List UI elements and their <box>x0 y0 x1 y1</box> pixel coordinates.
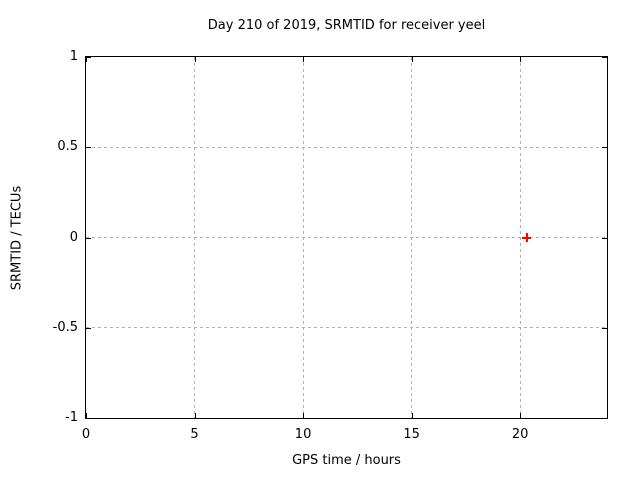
y-tick-left <box>86 237 91 239</box>
x-tick-bottom <box>520 413 522 418</box>
data-point-marker-v <box>525 233 528 242</box>
x-tick-label: 10 <box>294 427 312 442</box>
x-tick-bottom <box>411 413 413 418</box>
gridline-y-0 <box>86 237 607 238</box>
gridline-y-0.5 <box>86 146 607 148</box>
y-tick-right <box>602 327 607 329</box>
x-tick-top <box>520 57 522 62</box>
y-tick-label: -1 <box>65 410 78 425</box>
y-tick-left <box>86 147 91 149</box>
x-tick-top <box>194 57 196 62</box>
y-tick-right <box>602 147 607 149</box>
x-tick-bottom <box>303 413 305 418</box>
x-tick-bottom <box>86 413 87 418</box>
x-tick-label: 15 <box>403 427 420 442</box>
x-tick-top <box>303 57 305 62</box>
x-tick-top <box>411 57 413 62</box>
y-tick-right <box>602 418 607 419</box>
chart-title: Day 210 of 2019, SRMTID for receiver yee… <box>207 18 486 33</box>
x-tick-label: 5 <box>190 427 199 442</box>
x-tick-label: 20 <box>511 427 529 442</box>
y-tick-left <box>86 327 91 329</box>
x-axis-label: GPS time / hours <box>292 453 401 468</box>
gridline-y--0.5 <box>86 327 607 329</box>
plot-area <box>85 56 608 419</box>
y-tick-right <box>602 237 607 239</box>
y-tick-label: 1 <box>69 49 78 64</box>
y-tick-label: 0 <box>69 229 78 245</box>
y-tick-label: 0.5 <box>57 139 78 155</box>
x-tick-bottom <box>194 413 196 418</box>
y-tick-left <box>86 57 91 58</box>
x-tick-top <box>86 57 87 62</box>
y-tick-left <box>86 418 91 419</box>
y-tick-right <box>602 57 607 58</box>
x-tick-label: 0 <box>81 427 91 442</box>
y-tick-label: -0.5 <box>52 319 78 335</box>
